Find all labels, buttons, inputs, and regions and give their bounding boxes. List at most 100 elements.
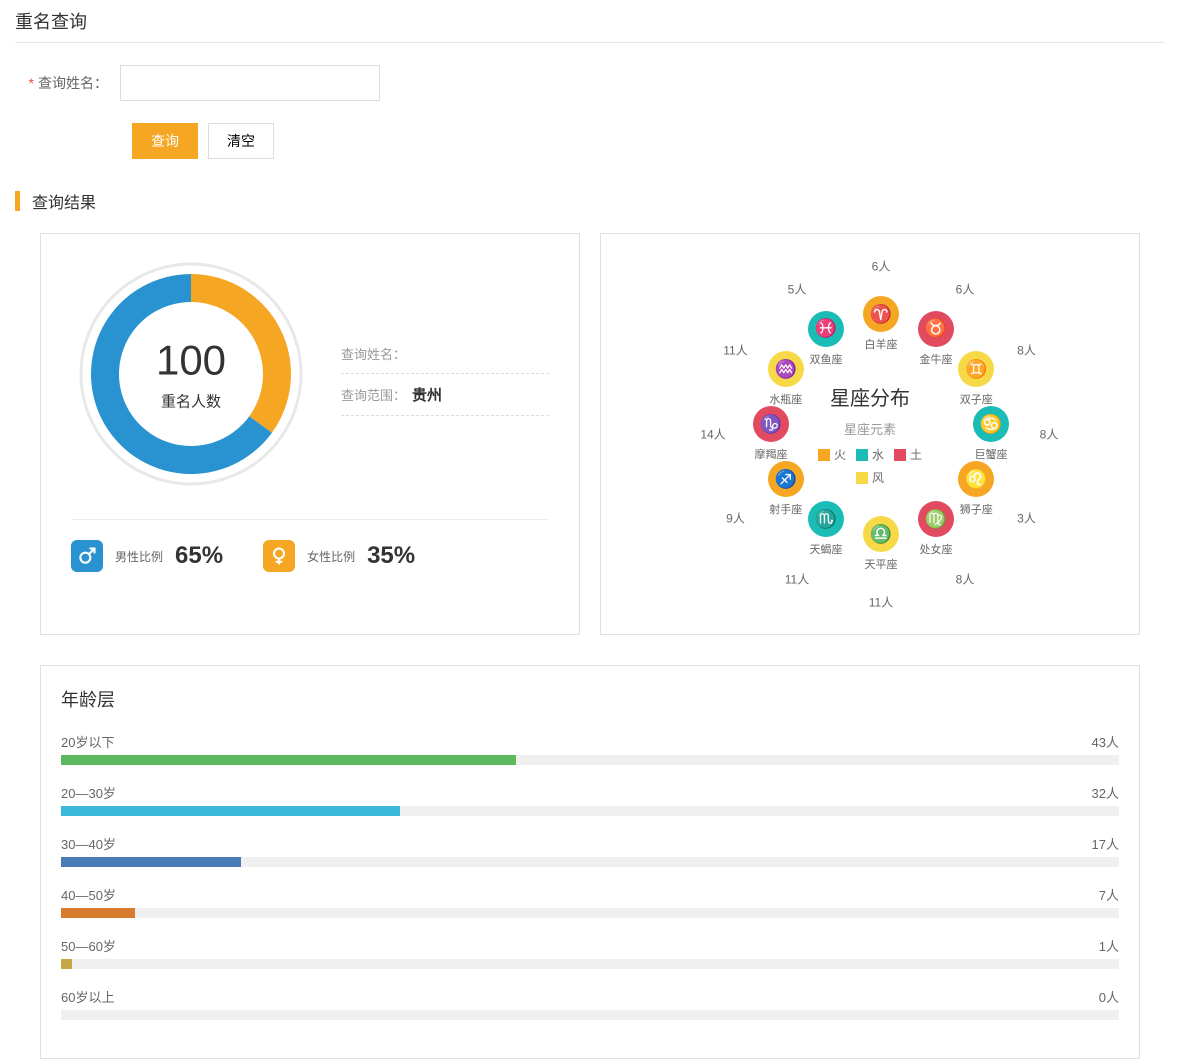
donut-label: 重名人数 (156, 391, 226, 412)
age-bar (61, 755, 516, 765)
zodiac-sign: ♍ 处女座 (906, 501, 966, 557)
zodiac-count: 8人 (1029, 426, 1069, 443)
age-row: 40—50岁7人 (61, 885, 1119, 918)
zodiac-icon: ♊ (958, 351, 994, 387)
age-label: 30—40岁 (61, 834, 116, 853)
age-bar-bg (61, 1010, 1119, 1020)
zodiac-count: 11人 (777, 571, 817, 588)
info-list: 查询姓名： 查询范围： 贵州 (341, 254, 549, 416)
age-label: 40—50岁 (61, 885, 116, 904)
zodiac-count: 9人 (716, 510, 756, 527)
age-bar (61, 806, 400, 816)
zodiac-icon: ♌ (958, 461, 994, 497)
age-bar-bg (61, 857, 1119, 867)
zodiac-name: 天蝎座 (796, 541, 856, 557)
age-card: 年龄层 20岁以下43人20—30岁32人30—40岁17人40—50岁7人50… (40, 665, 1140, 1059)
result-section-header: 查询结果 (15, 189, 1165, 213)
male-ratio-value: 65% (175, 542, 223, 570)
age-label: 60岁以上 (61, 987, 114, 1006)
age-rows: 20岁以下43人20—30岁32人30—40岁17人40—50岁7人50—60岁… (61, 732, 1119, 1020)
zodiac-sign: ♈ 白羊座 (851, 296, 911, 352)
zodiac-sign: ♐ 射手座 (756, 461, 816, 517)
age-row: 20岁以下 43人 (61, 732, 1119, 765)
zodiac-count: 5人 (777, 280, 817, 297)
zodiac-name: 白羊座 (851, 336, 911, 352)
zodiac-count: 6人 (861, 258, 901, 275)
age-row: 60岁以上 0人 (61, 987, 1119, 1020)
zodiac-card: 星座分布 星座元素 火水土风 ♈白羊座6人♉金牛座6人♊双子座8人♋巨蟹座8人♌… (600, 233, 1140, 635)
male-ratio-label: 男性比例 (115, 548, 163, 565)
zodiac-name: 射手座 (756, 501, 816, 517)
age-bar-bg (61, 755, 1119, 765)
age-row: 20—30岁32人 (61, 783, 1119, 816)
summary-card: 100 重名人数 查询姓名： 查询范围： 贵州 (40, 233, 580, 635)
info-scope-row: 查询范围： 贵州 (341, 374, 549, 416)
age-bar (61, 857, 241, 867)
zodiac-count: 3人 (1006, 510, 1046, 527)
female-ratio: 女性比例 35% (263, 540, 415, 572)
zodiac-sign: ♎ 天平座 (851, 516, 911, 572)
zodiac-icon: ♑ (753, 406, 789, 442)
age-row: 30—40岁 17人 (61, 834, 1119, 867)
age-bar-bg (61, 959, 1119, 969)
query-name-label-text: 查询姓名： (38, 75, 108, 91)
female-ratio-value: 35% (367, 542, 415, 570)
zodiac-title: 星座分布 (815, 382, 925, 411)
age-count: 0人 (1099, 987, 1119, 1006)
age-label: 20—30岁 (61, 783, 116, 802)
zodiac-sign: ♋ 巨蟹座 (961, 406, 1021, 462)
query-name-row: *查询姓名： (15, 65, 1165, 101)
legend-item: 风 (856, 469, 884, 486)
age-bar (61, 959, 72, 969)
age-count: 17人 (1092, 834, 1119, 853)
clear-button[interactable]: 清空 (208, 123, 274, 159)
age-title: 年龄层 (61, 686, 1119, 712)
divider (71, 519, 549, 520)
legend-item: 水 (856, 446, 884, 463)
gender-ratio-row: 男性比例 65% 女性比例 35% (61, 540, 559, 572)
age-count: 43人 (1092, 732, 1119, 751)
zodiac-icon: ♐ (768, 461, 804, 497)
zodiac-icon: ♋ (973, 406, 1009, 442)
zodiac-name: 双子座 (946, 391, 1006, 407)
zodiac-count: 6人 (945, 280, 985, 297)
page-title: 重名查询 (15, 0, 1165, 43)
zodiac-center: 星座分布 星座元素 火水土风 (815, 382, 925, 486)
info-name-row: 查询姓名： (341, 334, 549, 374)
zodiac-icon: ♈ (863, 296, 899, 332)
age-label: 20岁以下 (61, 732, 114, 751)
info-scope-value: 贵州 (412, 384, 442, 405)
age-bar-bg (61, 908, 1119, 918)
male-icon (71, 540, 103, 572)
female-icon (263, 540, 295, 572)
query-name-input[interactable] (120, 65, 380, 101)
zodiac-subtitle: 星座元素 (815, 419, 925, 438)
zodiac-count: 8人 (945, 571, 985, 588)
zodiac-icon: ♎ (863, 516, 899, 552)
age-count: 1人 (1099, 936, 1119, 955)
zodiac-sign: ♓ 双鱼座 (796, 311, 856, 367)
zodiac-name: 摩羯座 (741, 446, 801, 462)
zodiac-count: 11人 (716, 342, 756, 359)
legend-item: 火 (818, 446, 846, 463)
zodiac-icon: ♓ (808, 311, 844, 347)
zodiac-sign: ♑ 摩羯座 (741, 406, 801, 462)
result-section-title: 查询结果 (32, 189, 96, 213)
female-ratio-label: 女性比例 (307, 548, 355, 565)
zodiac-name: 天平座 (851, 556, 911, 572)
query-button[interactable]: 查询 (132, 123, 198, 159)
zodiac-icon: ♍ (918, 501, 954, 537)
zodiac-icon: ♉ (918, 311, 954, 347)
zodiac-name: 处女座 (906, 541, 966, 557)
zodiac-count: 11人 (861, 594, 901, 611)
age-bar (61, 908, 135, 918)
donut-value: 100 (156, 337, 226, 385)
male-ratio: 男性比例 65% (71, 540, 223, 572)
zodiac-name: 双鱼座 (796, 351, 856, 367)
zodiac-count: 8人 (1006, 342, 1046, 359)
zodiac-name: 巨蟹座 (961, 446, 1021, 462)
query-name-label: *查询姓名： (15, 73, 120, 93)
zodiac-sign: ♊ 双子座 (946, 351, 1006, 407)
age-bar-bg (61, 806, 1119, 816)
zodiac-name: 水瓶座 (756, 391, 816, 407)
